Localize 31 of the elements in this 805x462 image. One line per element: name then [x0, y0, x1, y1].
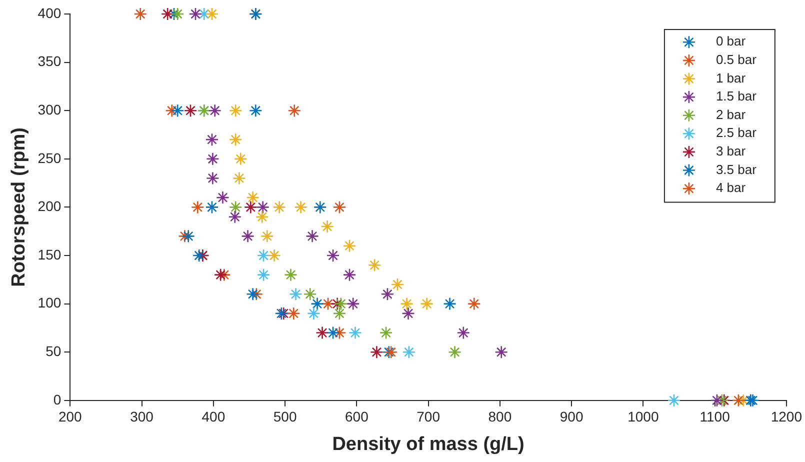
y-axis-title: Rotorspeed (rpm): [8, 127, 30, 287]
y-tick-label: 300: [38, 101, 62, 118]
legend-label: 4 bar: [716, 180, 746, 196]
legend-label: 0.5 bar: [716, 52, 758, 68]
y-tick-label: 350: [38, 53, 62, 70]
x-tick-label: 700: [416, 408, 440, 425]
y-tick-label: 100: [38, 294, 62, 311]
x-tick-label: 300: [130, 408, 154, 425]
legend-label: 1.5 bar: [716, 88, 758, 104]
legend-label: 3.5 bar: [716, 162, 758, 177]
legend-label: 3 bar: [716, 144, 746, 159]
x-tick-label: 900: [560, 408, 584, 425]
legend-label: 2 bar: [716, 106, 746, 122]
x-tick-label: 400: [202, 408, 226, 425]
y-tick-label: 400: [38, 4, 62, 21]
y-tick-label: 150: [38, 246, 62, 262]
x-tick-label: 600: [344, 408, 369, 425]
x-tick-label: 1000: [628, 408, 659, 425]
x-axis-title: Density of mass (g/L): [332, 434, 524, 455]
y-tick-label: 250: [38, 150, 62, 166]
legend-label: 0 bar: [716, 34, 746, 49]
y-tick-label: 0: [53, 391, 62, 408]
x-tick-label: 200: [58, 408, 82, 425]
x-tick-label: 1200: [770, 408, 802, 425]
x-tick-label: 800: [488, 408, 512, 425]
legend-label: 2.5 bar: [716, 125, 758, 140]
y-tick-label: 200: [38, 198, 62, 214]
x-tick-label: 500: [273, 408, 297, 425]
x-tick-label: 1100: [700, 408, 730, 425]
legend-label: 1 bar: [716, 70, 746, 86]
y-tick-label: 50: [46, 342, 62, 359]
